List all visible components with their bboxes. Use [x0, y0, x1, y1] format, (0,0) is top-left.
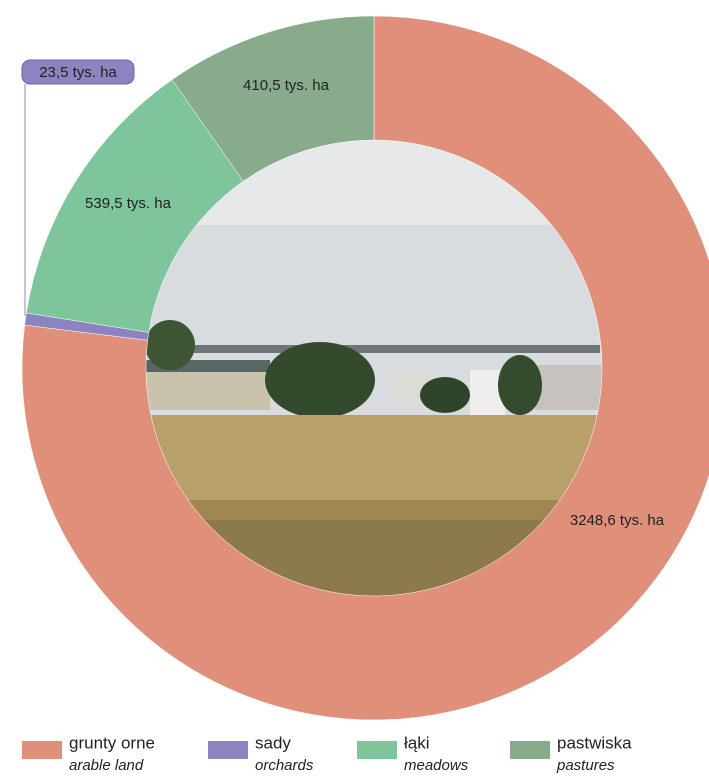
legend-label: pastwiska — [557, 733, 632, 752]
donut-segment — [171, 15, 375, 182]
legend: grunty orne arable land sady orchards łąki me… — [22, 733, 632, 774]
legend-label: sady — [255, 733, 291, 752]
callout-box — [21, 59, 135, 85]
value-label: 539,5 tys. ha — [85, 195, 172, 212]
legend-sublabel: orchards — [255, 757, 314, 774]
legend-sublabel: arable land — [69, 757, 144, 774]
value-label: 410,5 tys. ha — [243, 77, 330, 94]
legend-swatch — [357, 741, 397, 759]
legend-swatch — [510, 741, 550, 759]
legend-swatch — [22, 741, 62, 759]
legend-label: grunty orne — [69, 733, 155, 752]
donut-segment — [26, 79, 244, 333]
legend-swatch — [208, 741, 248, 759]
legend-sublabel: pastures — [556, 757, 615, 774]
legend-label: łąki — [404, 733, 430, 752]
value-label: 3248,6 tys. ha — [570, 512, 665, 529]
value-label: 23,5 tys. ha — [39, 64, 117, 81]
legend-sublabel: meadows — [404, 757, 469, 774]
donut-segment — [21, 15, 709, 721]
